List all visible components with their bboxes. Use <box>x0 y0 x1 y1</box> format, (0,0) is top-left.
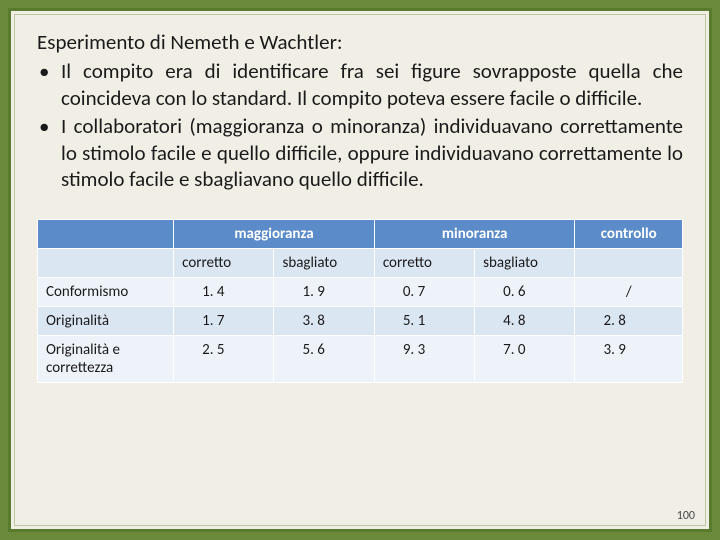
row-label: Originalità e correttezza <box>38 336 174 383</box>
table-row: Conformismo 1. 4 1. 9 0. 7 0. 6 / <box>38 278 683 307</box>
subheader-blank <box>575 249 683 278</box>
cell: 1. 4 <box>174 278 274 307</box>
cell: 5. 1 <box>374 307 474 336</box>
cell: 7. 0 <box>475 336 575 383</box>
bullet-text: I collaboratori (maggioranza o minoranza… <box>61 113 683 194</box>
bullet-item: • I collaboratori (maggioranza o minoran… <box>37 113 683 194</box>
subheader-sbagliato: sbagliato <box>475 249 575 278</box>
cell: / <box>575 278 683 307</box>
row-label: Conformismo <box>38 278 174 307</box>
header-controllo: controllo <box>575 220 683 249</box>
slide-frame: Esperimento di Nemeth e Wachtler: • Il c… <box>8 8 712 532</box>
bullet-dot: • <box>37 113 61 194</box>
table-header-row-1: maggioranza minoranza controllo <box>38 220 683 249</box>
cell: 2. 8 <box>575 307 683 336</box>
subheader-blank <box>38 249 174 278</box>
page-number: 100 <box>677 509 695 523</box>
cell: 0. 6 <box>475 278 575 307</box>
cell: 0. 7 <box>374 278 474 307</box>
subheader-corretto: corretto <box>174 249 274 278</box>
bullet-dot: • <box>37 58 61 112</box>
cell: 1. 9 <box>274 278 374 307</box>
text-content: Esperimento di Nemeth e Wachtler: • Il c… <box>37 29 683 193</box>
table-row: Originalità 1. 7 3. 8 5. 1 4. 8 2. 8 <box>38 307 683 336</box>
subheader-sbagliato: sbagliato <box>274 249 374 278</box>
header-blank <box>38 220 174 249</box>
table-header-row-2: corretto sbagliato corretto sbagliato <box>38 249 683 278</box>
cell: 5. 6 <box>274 336 374 383</box>
bullet-item: • Il compito era di identificare fra sei… <box>37 58 683 112</box>
cell: 3. 8 <box>274 307 374 336</box>
header-minoranza: minoranza <box>374 220 575 249</box>
cell: 2. 5 <box>174 336 274 383</box>
cell: 3. 9 <box>575 336 683 383</box>
header-maggioranza: maggioranza <box>174 220 375 249</box>
table-row: Originalità e correttezza 2. 5 5. 6 9. 3… <box>38 336 683 383</box>
data-table: maggioranza minoranza controllo corretto… <box>37 219 683 383</box>
cell: 4. 8 <box>475 307 575 336</box>
subheader-corretto: corretto <box>374 249 474 278</box>
cell: 1. 7 <box>174 307 274 336</box>
cell: 9. 3 <box>374 336 474 383</box>
row-label: Originalità <box>38 307 174 336</box>
bullet-text: Il compito era di identificare fra sei f… <box>61 58 683 112</box>
heading: Esperimento di Nemeth e Wachtler: <box>37 29 683 56</box>
